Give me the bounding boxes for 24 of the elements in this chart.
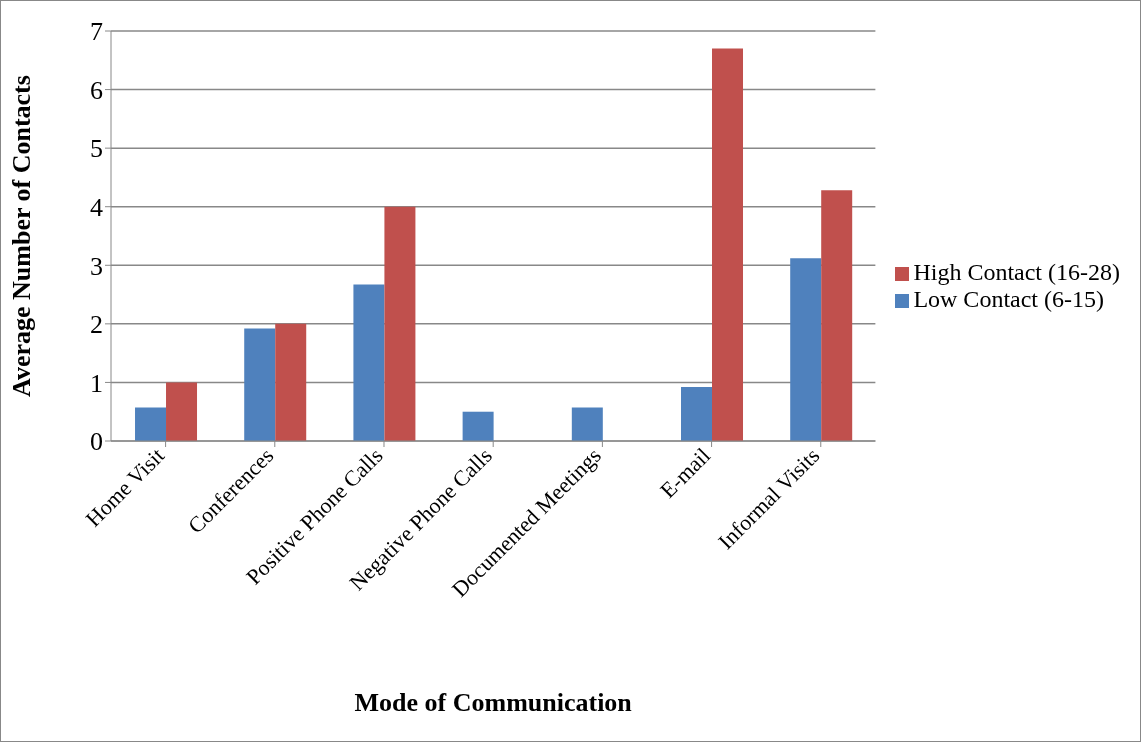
y-tick-label: 6 bbox=[90, 75, 103, 105]
y-tick-label: 3 bbox=[90, 251, 103, 281]
bar bbox=[384, 206, 416, 441]
y-tick-label: 1 bbox=[90, 368, 103, 398]
x-axis-title: Mode of Communication bbox=[354, 688, 633, 717]
bar bbox=[712, 48, 744, 441]
bar bbox=[790, 258, 822, 441]
y-tick-label: 4 bbox=[90, 192, 103, 222]
bar bbox=[681, 387, 713, 441]
bar bbox=[462, 411, 494, 441]
y-tick-label: 5 bbox=[90, 134, 103, 164]
legend-label: Low Contact (6-15) bbox=[913, 286, 1104, 312]
bar bbox=[244, 328, 276, 441]
bar bbox=[353, 284, 385, 441]
bar bbox=[166, 382, 198, 441]
bar bbox=[571, 407, 603, 441]
y-tick-label: 0 bbox=[90, 427, 103, 457]
y-tick-label: 2 bbox=[90, 310, 103, 340]
bar bbox=[275, 323, 307, 441]
y-tick-label: 7 bbox=[90, 17, 103, 47]
y-axis-title: Average Number of Contacts bbox=[7, 75, 37, 397]
bar bbox=[821, 190, 853, 441]
bar bbox=[135, 407, 167, 441]
legend-label: High Contact (16-28) bbox=[913, 259, 1120, 285]
